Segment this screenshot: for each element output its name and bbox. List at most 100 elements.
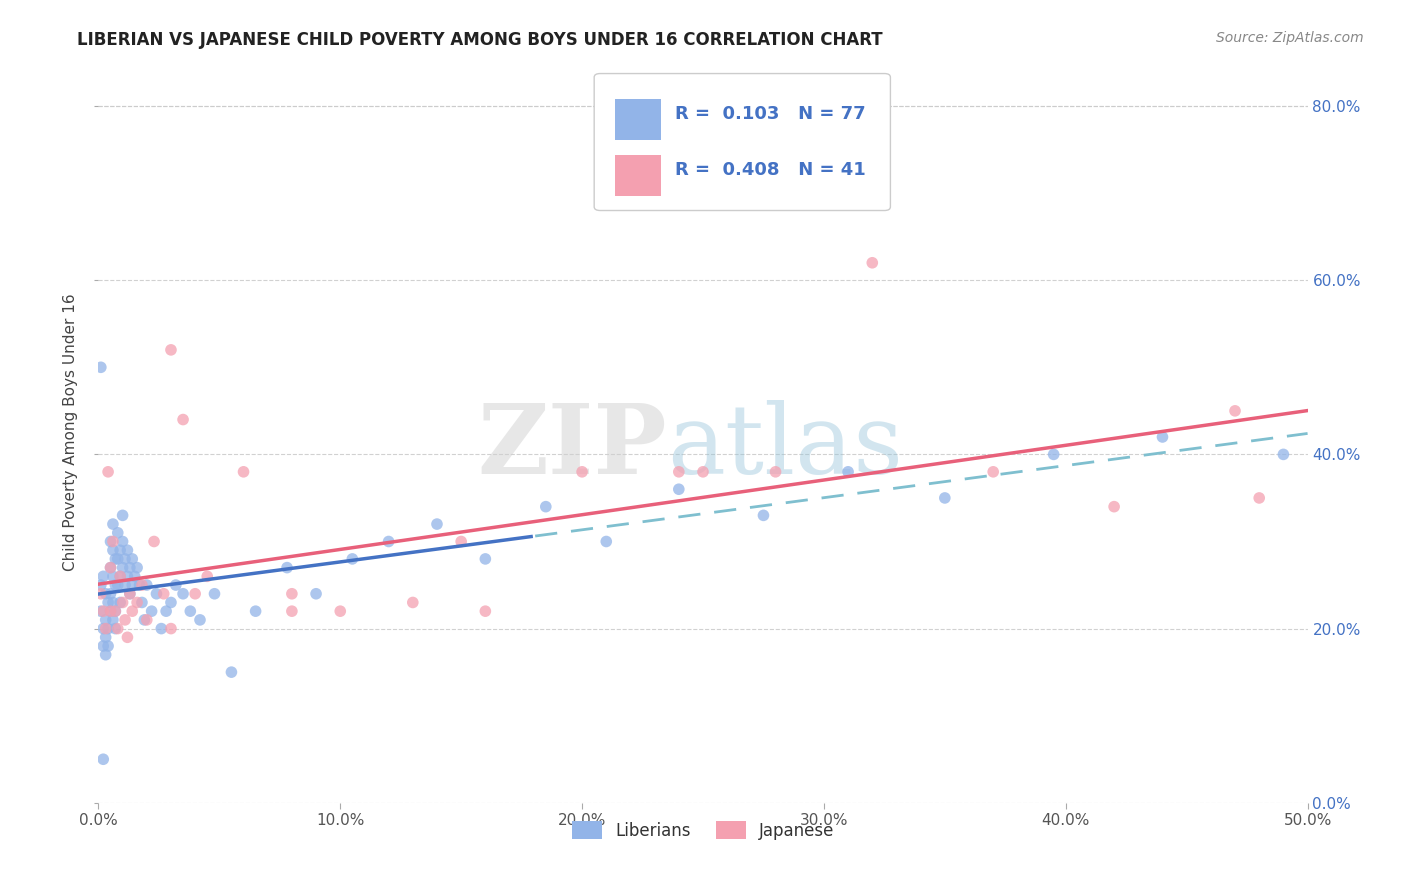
- Text: R =  0.103   N = 77: R = 0.103 N = 77: [675, 105, 866, 123]
- Point: [172, 587, 194, 601]
- Point: [107, 622, 129, 636]
- Point: [860, 256, 883, 270]
- Point: [668, 465, 690, 479]
- Text: LIBERIAN VS JAPANESE CHILD POVERTY AMONG BOYS UNDER 16 CORRELATION CHART: LIBERIAN VS JAPANESE CHILD POVERTY AMONG…: [77, 31, 883, 49]
- Point: [281, 604, 304, 618]
- Point: [94, 648, 117, 662]
- Point: [90, 587, 112, 601]
- Point: [131, 578, 153, 592]
- Point: [104, 552, 127, 566]
- Point: [117, 569, 139, 583]
- Point: [276, 560, 298, 574]
- Point: [91, 604, 114, 618]
- Point: [127, 560, 149, 574]
- Point: [94, 622, 117, 636]
- Point: [111, 595, 134, 609]
- Point: [90, 604, 112, 618]
- Point: [131, 595, 153, 609]
- Point: [90, 578, 112, 592]
- Point: [204, 587, 226, 601]
- Point: [141, 604, 163, 618]
- Point: [114, 578, 136, 592]
- Point: [90, 360, 112, 375]
- Point: [837, 465, 859, 479]
- Point: [100, 560, 122, 574]
- Point: [97, 639, 120, 653]
- Point: [104, 578, 127, 592]
- Point: [571, 465, 593, 479]
- Point: [534, 500, 557, 514]
- FancyBboxPatch shape: [614, 99, 661, 140]
- Point: [111, 508, 134, 523]
- Point: [232, 465, 254, 479]
- Point: [121, 578, 143, 592]
- Point: [342, 552, 364, 566]
- FancyBboxPatch shape: [595, 73, 890, 211]
- Point: [101, 543, 124, 558]
- Point: [104, 604, 127, 618]
- Point: [97, 622, 120, 636]
- Point: [101, 613, 124, 627]
- Point: [118, 560, 141, 574]
- Point: [1102, 500, 1125, 514]
- Point: [108, 569, 131, 583]
- Point: [114, 613, 136, 627]
- Point: [184, 587, 207, 601]
- Point: [150, 622, 173, 636]
- Point: [100, 604, 122, 618]
- FancyBboxPatch shape: [614, 155, 661, 195]
- Point: [128, 578, 150, 592]
- Point: [124, 569, 146, 583]
- Point: [100, 534, 122, 549]
- Point: [100, 604, 122, 618]
- Point: [94, 587, 117, 601]
- Point: [108, 543, 131, 558]
- Point: [1152, 430, 1174, 444]
- Point: [668, 482, 690, 496]
- Point: [152, 587, 174, 601]
- Point: [426, 517, 449, 532]
- Point: [1223, 404, 1246, 418]
- Point: [329, 604, 352, 618]
- Point: [1272, 447, 1295, 461]
- Point: [934, 491, 956, 505]
- Point: [1249, 491, 1271, 505]
- Text: ZIP: ZIP: [477, 401, 666, 494]
- Point: [135, 613, 157, 627]
- Point: [91, 752, 114, 766]
- Point: [377, 534, 399, 549]
- Point: [111, 560, 134, 574]
- Point: [143, 534, 166, 549]
- Point: [100, 560, 122, 574]
- Point: [155, 604, 177, 618]
- Point: [107, 552, 129, 566]
- Point: [474, 604, 496, 618]
- Text: atlas: atlas: [666, 401, 903, 494]
- Point: [160, 622, 183, 636]
- Point: [118, 587, 141, 601]
- Point: [188, 613, 211, 627]
- Point: [595, 534, 617, 549]
- Point: [117, 543, 139, 558]
- Point: [104, 604, 127, 618]
- Point: [160, 595, 183, 609]
- Point: [165, 578, 187, 592]
- Point: [111, 534, 134, 549]
- Point: [100, 587, 122, 601]
- Point: [981, 465, 1004, 479]
- Point: [145, 587, 167, 601]
- Point: [402, 595, 425, 609]
- Point: [221, 665, 243, 680]
- Point: [450, 534, 472, 549]
- Point: [118, 587, 141, 601]
- Point: [91, 622, 114, 636]
- Point: [94, 613, 117, 627]
- Point: [127, 595, 149, 609]
- Text: R =  0.408   N = 41: R = 0.408 N = 41: [675, 161, 866, 178]
- Point: [97, 595, 120, 609]
- Point: [107, 578, 129, 592]
- Point: [135, 578, 157, 592]
- Point: [765, 465, 787, 479]
- Point: [101, 569, 124, 583]
- Point: [281, 587, 304, 601]
